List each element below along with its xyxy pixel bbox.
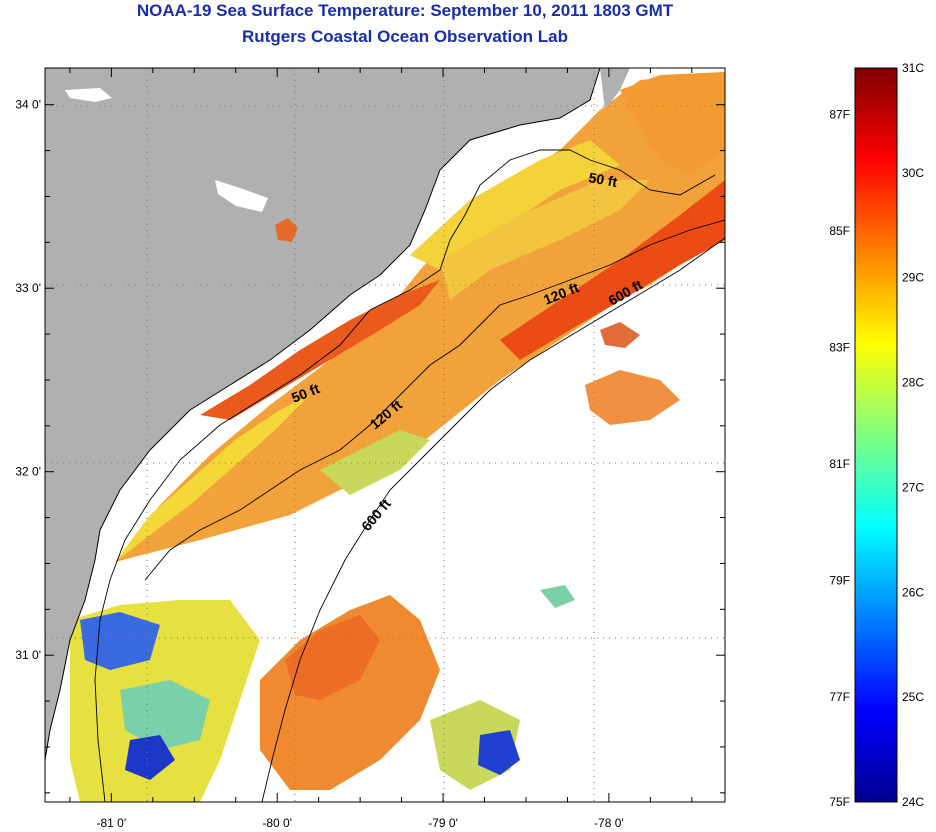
colorbar-celsius-label: 25C — [902, 690, 924, 704]
lon-tick-label: -81 0' — [97, 816, 127, 830]
lat-tick-label: 34 0' — [15, 98, 41, 112]
sst-southern-red — [285, 615, 380, 700]
sst-east-small — [600, 322, 640, 348]
inland-water-white — [65, 88, 112, 102]
colorbar — [854, 67, 898, 803]
sst-blue-patch-1 — [80, 612, 160, 670]
sst-blue-patch-3 — [478, 730, 520, 775]
sst-red-band — [200, 280, 440, 420]
map-subtitle: Rutgers Coastal Ocean Observation Lab — [242, 27, 568, 46]
frame-ticks — [45, 68, 725, 802]
lon-tick-label: -78 0' — [594, 816, 624, 830]
colorbar-celsius-label: 26C — [902, 585, 924, 599]
sst-blue-patch-2 — [125, 735, 175, 780]
lon-tick-label: -80 0' — [262, 816, 292, 830]
isobath-120ft — [144, 219, 725, 581]
inland-lake-white — [215, 180, 268, 212]
plot-frame — [44, 67, 726, 803]
colorbar-celsius-label: 28C — [902, 376, 924, 390]
sst-upper-yellow — [410, 140, 620, 270]
sst-offshore-red — [500, 180, 725, 360]
land — [45, 68, 600, 760]
colorbar-celsius-label: 30C — [902, 166, 924, 180]
sst-east-patch — [585, 370, 680, 425]
colorbar-celsius-labels: 31C 30C 29C 28C 27C 26C 25C 24C — [902, 61, 924, 809]
sst-teal-patch — [120, 680, 210, 750]
colorbar-fahrenheit-label: 79F — [829, 574, 850, 588]
colorbar-fahrenheit-label: 83F — [829, 341, 850, 355]
sst-small-teal — [540, 585, 575, 608]
longitude-axis: -81 0' -80 0' -79 0' -78 0' — [97, 816, 624, 830]
colorbar-celsius-label: 24C — [902, 795, 924, 809]
inland-lake-warm — [275, 218, 298, 242]
sst-nearshore-yellow — [115, 395, 310, 562]
colorbar-fahrenheit-labels: 87F 85F 83F 81F 79F 77F 75F — [829, 108, 850, 809]
colorbar-celsius-label: 27C — [902, 480, 924, 494]
colorbar-celsius-label: 31C — [902, 61, 924, 75]
sst-mid-band — [440, 180, 650, 300]
colorbar-fahrenheit-label: 85F — [829, 224, 850, 238]
isobath-600ft — [261, 237, 725, 802]
colorbar-celsius-label: 29C — [902, 271, 924, 285]
grid — [45, 68, 725, 802]
coastline — [45, 68, 601, 761]
latitude-axis: 34 0' 33 0' 32 0' 31 0' — [15, 98, 41, 663]
lat-tick-label: 32 0' — [15, 465, 41, 479]
land-cape — [600, 68, 630, 110]
lon-tick-label: -79 0' — [428, 816, 458, 830]
lat-tick-label: 31 0' — [15, 648, 41, 662]
colorbar-fahrenheit-label: 77F — [829, 690, 850, 704]
isobath-50ft — [94, 149, 716, 802]
map-plot-area — [45, 68, 725, 802]
colorbar-fahrenheit-label: 75F — [829, 795, 850, 809]
lat-tick-label: 33 0' — [15, 281, 41, 295]
colorbar-fahrenheit-label: 87F — [829, 108, 850, 122]
map-title: NOAA-19 Sea Surface Temperature: Septemb… — [136, 1, 674, 20]
sst-ne-patch — [620, 72, 725, 175]
colorbar-fahrenheit-label: 81F — [829, 457, 850, 471]
contour-label-50ft: 50 ft — [587, 169, 618, 190]
